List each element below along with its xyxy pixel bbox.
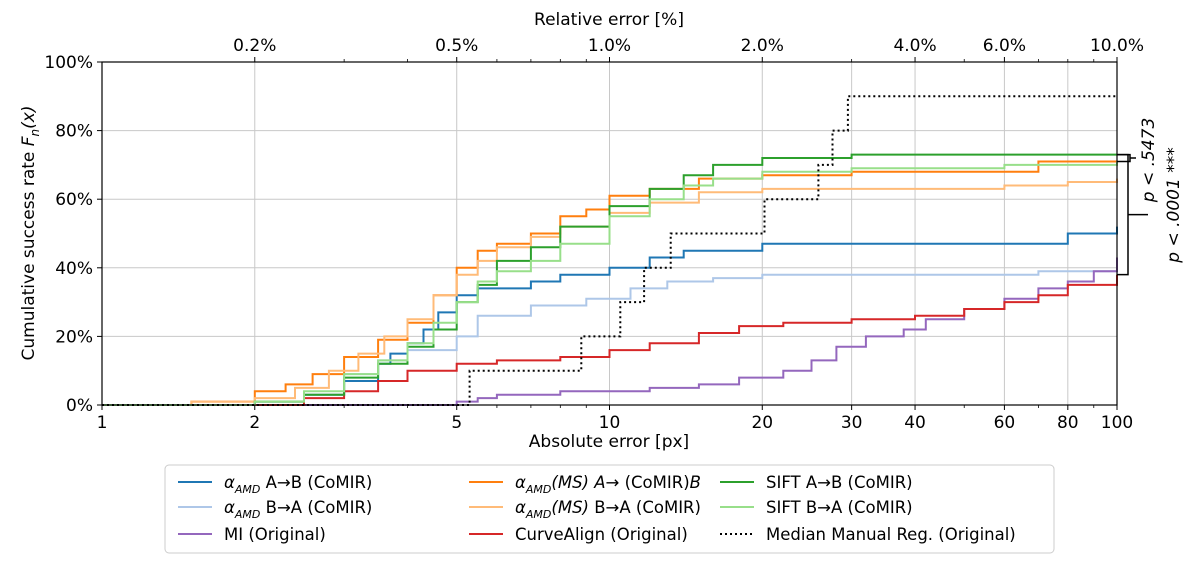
svg-text:p < .5473: p < .5473 xyxy=(1139,118,1159,204)
y-axis-label: Cumulative success rate Fn(x) xyxy=(19,106,42,361)
x-tick-label: 2 xyxy=(249,413,260,433)
top-axis-label: Relative error [%] xyxy=(534,10,684,30)
top-tick-label: 6.0% xyxy=(983,36,1026,56)
series-lines xyxy=(102,95,1118,406)
legend-label: MI (Original) xyxy=(224,525,326,544)
svg-text:p < .0001 ***: p < .0001 *** xyxy=(1164,147,1184,263)
y-tick-label: 100% xyxy=(44,53,93,73)
series-line xyxy=(102,161,1118,406)
legend-label: CurveAlign (Original) xyxy=(515,525,688,544)
x-tick-label: 40 xyxy=(904,413,926,433)
bracket-1 xyxy=(1117,153,1136,163)
x-tick-label: 100 xyxy=(1101,413,1133,433)
significance-brackets xyxy=(1117,153,1148,276)
series-line xyxy=(102,274,1118,406)
legend-label: SIFT B→A (CoMIR) xyxy=(766,498,913,517)
y-tick-label: 40% xyxy=(55,259,93,279)
axis-ticks: 1 2 5 10 20 30 40 60 80 100 0% 20% 40% 60% 80% 100% 0.2%… xyxy=(44,36,1144,433)
y-tick-label: 0% xyxy=(66,396,93,416)
top-tick-label: 4.0% xyxy=(893,36,936,56)
svg-text:Cumulative success rate Fn(x): Cumulative success rate Fn(x) xyxy=(19,106,42,361)
legend-label: Median Manual Reg. (Original) xyxy=(766,525,1016,544)
top-tick-label: 0.2% xyxy=(233,36,276,56)
top-tick-label: 2.0% xyxy=(741,36,784,56)
legend-label: αAMD B→A (CoMIR) xyxy=(224,498,372,521)
x-tick-label: 20 xyxy=(751,413,773,433)
series-line xyxy=(102,178,1118,406)
x-tick-label: 80 xyxy=(1057,413,1079,433)
legend-label: αAMD(MS) B→A (CoMIR) xyxy=(515,498,701,521)
x-tick-label: 10 xyxy=(599,413,621,433)
legend-label: SIFT A→B (CoMIR) xyxy=(766,473,913,492)
y-tick-label: 20% xyxy=(55,327,93,347)
legend-label: αAMD(MS) A→ (CoMIR)B xyxy=(515,473,701,496)
top-tick-label: 1.0% xyxy=(588,36,631,56)
significance-label-2: p < .0001 *** xyxy=(1164,147,1184,263)
legend-box xyxy=(164,464,1055,554)
top-tick-label: 0.5% xyxy=(435,36,478,56)
series-line xyxy=(102,153,1117,406)
significance-label-1: p < .5473 xyxy=(1139,118,1159,204)
x-axis-label: Absolute error [px] xyxy=(529,432,689,452)
x-tick-label: 1 xyxy=(97,413,108,433)
series-line xyxy=(102,257,1118,406)
x-tick-label: 30 xyxy=(841,413,863,433)
y-tick-label: 80% xyxy=(55,122,93,142)
x-tick-label: 60 xyxy=(994,413,1016,433)
bracket-2 xyxy=(1117,153,1148,276)
top-tick-label: 10.0% xyxy=(1090,36,1144,56)
legend-label: αAMD A→B (CoMIR) xyxy=(224,473,372,496)
y-tick-label: 60% xyxy=(55,190,93,210)
legend: αAMD A→B (CoMIR)αAMD B→A (CoMIR) MI (Orig… xyxy=(164,464,1055,554)
x-tick-label: 5 xyxy=(451,413,462,433)
